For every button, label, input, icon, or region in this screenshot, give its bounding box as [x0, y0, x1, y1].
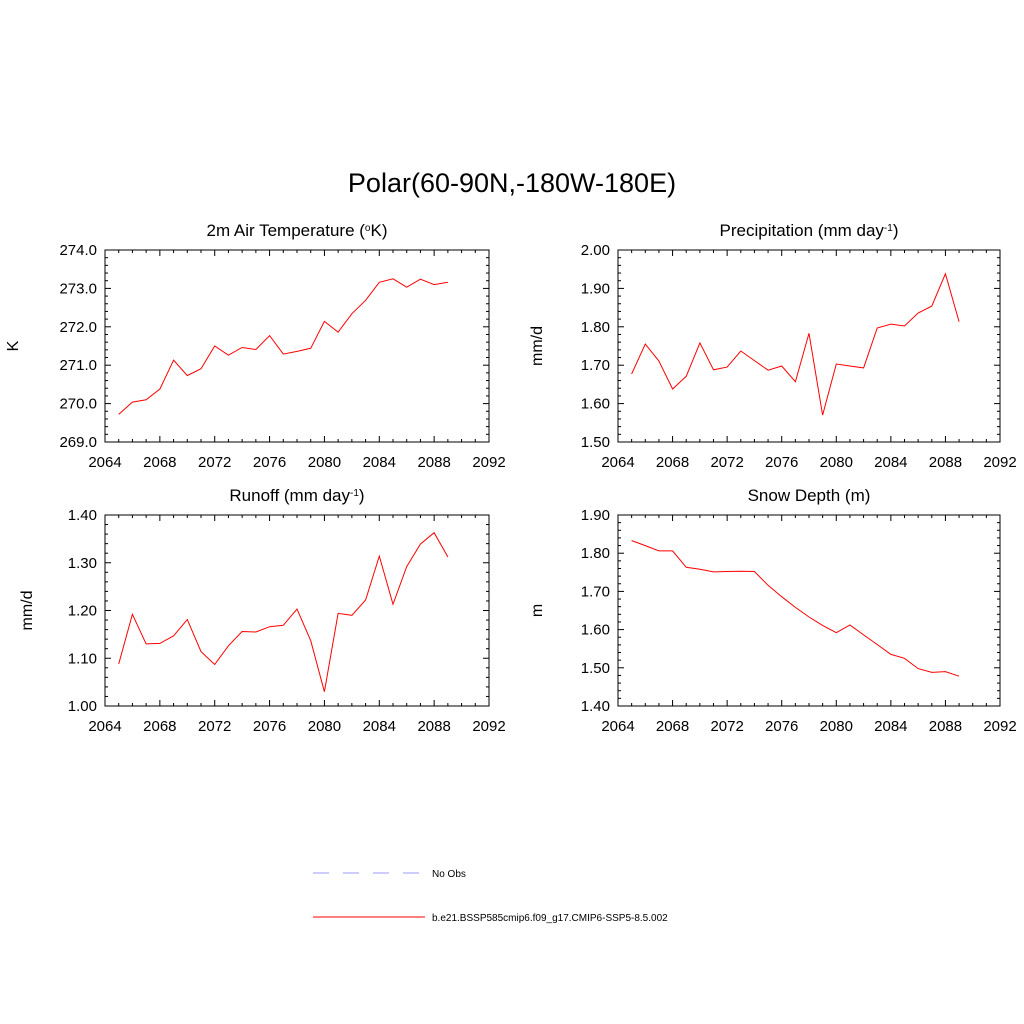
y-tick-label: 1.00 — [68, 698, 97, 715]
x-tick-label: 2064 — [88, 454, 121, 471]
series-line — [118, 278, 448, 415]
y-tick-label: 2.00 — [581, 242, 610, 259]
y-axis-label: m — [529, 604, 546, 617]
x-tick-label: 2064 — [601, 454, 634, 471]
panel-title: Runoff (mm day-1) — [229, 486, 364, 505]
x-tick-label: 2084 — [363, 454, 396, 471]
x-tick-label: 2088 — [929, 454, 962, 471]
y-axis-label: mm/d — [19, 591, 36, 631]
x-tick-label: 2072 — [710, 454, 743, 471]
y-tick-label: 1.30 — [68, 555, 97, 572]
plot-frame — [104, 514, 490, 707]
x-tick-label: 2064 — [88, 718, 121, 735]
x-tick-label: 2080 — [308, 454, 341, 471]
x-tick-label: 2064 — [601, 718, 634, 735]
y-tick-label: 273.0 — [59, 280, 97, 297]
x-tick-label: 2080 — [820, 718, 853, 735]
x-tick-label: 2092 — [983, 454, 1016, 471]
legend: No Obs b.e21.BSSP585cmip6.f09_g17.CMIP6-S… — [313, 869, 668, 924]
x-tick-label: 2092 — [472, 454, 505, 471]
y-tick-label: 1.10 — [68, 650, 97, 667]
series-line — [631, 540, 960, 677]
panel-1: 2064 2068 2072 2076 2080 2084 2088 2092 269.0 270… — [5, 221, 506, 471]
y-tick-label: 1.70 — [581, 357, 610, 374]
panel-title: Precipitation (mm day-1) — [720, 221, 899, 240]
plot-frame — [617, 514, 1001, 707]
y-tick-label: 1.20 — [68, 603, 97, 620]
x-tick-label: 2068 — [656, 718, 689, 735]
x-tick-label: 2072 — [198, 718, 231, 735]
x-tick-label: 2084 — [874, 454, 907, 471]
x-tick-label: 2076 — [253, 454, 286, 471]
x-tick-label: 2068 — [143, 718, 176, 735]
y-tick-label: 269.0 — [59, 434, 97, 451]
y-tick-label: 1.50 — [581, 660, 610, 677]
x-tick-label: 2076 — [253, 718, 286, 735]
legend-label: b.e21.BSSP585cmip6.f09_g17.CMIP6-SSP5-8.… — [432, 913, 668, 924]
y-tick-label: 1.50 — [581, 434, 610, 451]
panel-2: 2064 2068 2072 2076 2080 2084 2088 2092 1.50 1.60… — [529, 221, 1017, 471]
legend-label: No Obs — [432, 869, 466, 880]
x-tick-label: 2076 — [765, 718, 798, 735]
y-axis-label: mm/d — [529, 326, 546, 366]
panel-3: 2064 2068 2072 2076 2080 2084 2088 2092 1.00 1.10… — [19, 486, 506, 735]
y-tick-label: 1.80 — [581, 545, 610, 562]
y-tick-label: 1.70 — [581, 583, 610, 600]
y-tick-label: 1.60 — [581, 396, 610, 413]
y-tick-label: 1.80 — [581, 319, 610, 336]
x-tick-label: 2068 — [143, 454, 176, 471]
x-tick-label: 2084 — [874, 718, 907, 735]
y-tick-label: 271.0 — [59, 357, 97, 374]
y-tick-label: 270.0 — [59, 396, 97, 413]
x-tick-label: 2076 — [765, 454, 798, 471]
x-tick-label: 2092 — [472, 718, 505, 735]
plot-frame — [104, 249, 490, 443]
x-tick-label: 2088 — [929, 718, 962, 735]
figure-title: Polar(60-90N,-180W-180E) — [347, 168, 677, 198]
x-tick-label: 2088 — [417, 718, 450, 735]
x-tick-label: 2080 — [308, 718, 341, 735]
y-tick-label: 1.90 — [581, 507, 610, 524]
y-tick-label: 1.60 — [581, 622, 610, 639]
panel-4: 2064 2068 2072 2076 2080 2084 2088 2092 1.40 1.50… — [529, 486, 1017, 735]
y-tick-label: 1.90 — [581, 280, 610, 297]
legend-item-1: No Obs — [313, 869, 466, 880]
panels: 2064 2068 2072 2076 2080 2084 2088 2092 269.0 270… — [5, 221, 1017, 735]
series-line — [631, 272, 960, 416]
y-tick-label: 1.40 — [68, 507, 97, 524]
panel-title: 2m Air Temperature (oK) — [207, 221, 388, 240]
y-tick-label: 272.0 — [59, 319, 97, 336]
y-axis-label: K — [5, 340, 22, 351]
legend-item-2: b.e21.BSSP585cmip6.f09_g17.CMIP6-SSP5-8.… — [313, 913, 668, 924]
panel-title: Snow Depth (m) — [748, 486, 871, 505]
y-tick-label: 274.0 — [59, 242, 97, 259]
x-tick-label: 2072 — [710, 718, 743, 735]
series-line — [118, 531, 449, 692]
x-tick-label: 2068 — [656, 454, 689, 471]
x-tick-label: 2080 — [820, 454, 853, 471]
x-tick-label: 2084 — [363, 718, 396, 735]
x-tick-label: 2088 — [417, 454, 450, 471]
x-tick-label: 2092 — [983, 718, 1016, 735]
x-tick-label: 2072 — [198, 454, 231, 471]
y-tick-label: 1.40 — [581, 698, 610, 715]
plot-frame — [617, 249, 1001, 443]
